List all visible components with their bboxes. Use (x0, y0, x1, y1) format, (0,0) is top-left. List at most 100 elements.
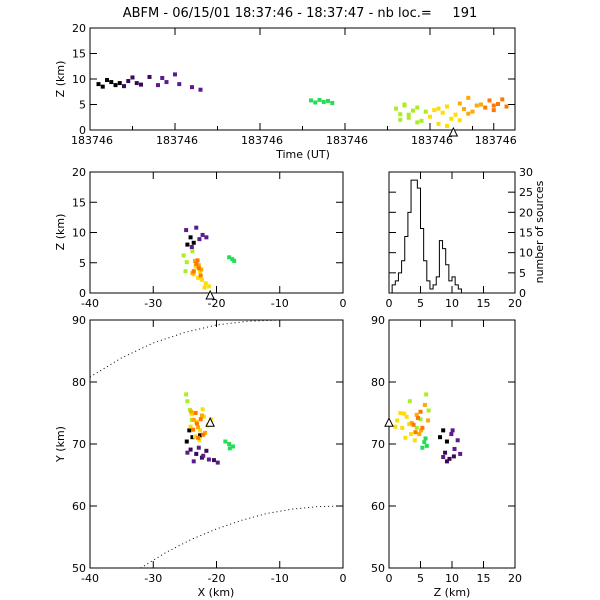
source-point (199, 413, 204, 418)
station-marker (448, 126, 459, 137)
x-tick-label: -10 (271, 572, 289, 585)
source-point (432, 108, 437, 113)
source-point (191, 459, 196, 464)
source-point (204, 235, 209, 240)
source-point (317, 97, 322, 102)
y-tick-label: 70 (72, 438, 86, 451)
source-point (419, 118, 424, 123)
source-point (313, 100, 318, 105)
source-point (452, 446, 457, 451)
source-point (147, 74, 152, 79)
source-point (188, 447, 193, 452)
source-point (173, 72, 177, 77)
time-height-ylabel: Z (km) (54, 61, 67, 98)
source-point (194, 261, 199, 266)
source-point (196, 445, 201, 450)
x-tick-label: 10 (445, 572, 459, 585)
y-tick-label: 5 (79, 257, 86, 270)
source-point (196, 425, 201, 430)
x-tick-label: 0 (386, 297, 393, 310)
source-point (415, 415, 420, 420)
source-point (198, 433, 203, 438)
source-point (232, 258, 237, 263)
y-tick-label: 25 (519, 186, 533, 199)
source-point (160, 75, 165, 80)
source-point (204, 448, 209, 453)
source-point (203, 281, 208, 286)
x-tick-label: 183746 (326, 134, 368, 147)
source-point (198, 417, 203, 422)
source-point (406, 112, 411, 117)
y-tick-label: 50 (371, 562, 385, 575)
x-tick-label: 5 (417, 572, 424, 585)
y-tick-label: 5 (79, 99, 86, 112)
y-tick-label: 50 (72, 562, 86, 575)
time-height-xlabel: Time (UT) (275, 148, 330, 161)
source-point (200, 407, 205, 412)
z-plan-panel: Z (km) 50 60 70 80 90 0 5 10 15 20 (371, 314, 522, 599)
y-tick-label: 90 (72, 314, 86, 327)
x-tick-label: -10 (271, 297, 289, 310)
source-point (197, 438, 202, 443)
histogram-step-line (389, 179, 515, 294)
y-tick-label: 80 (371, 376, 385, 389)
x-tick-label: -30 (144, 297, 162, 310)
x-tick-label: 0 (340, 572, 347, 585)
plan-view-xlabel: X (km) (198, 586, 235, 599)
source-point (227, 442, 232, 446)
station-marker (384, 417, 394, 427)
x-tick-label: -30 (144, 572, 162, 585)
source-point (191, 417, 196, 422)
source-point (455, 438, 460, 443)
source-point (444, 459, 449, 464)
source-point (227, 446, 232, 451)
source-point (309, 98, 313, 103)
y-tick-label: 10 (72, 73, 86, 86)
source-point (134, 81, 139, 86)
source-point (426, 408, 431, 413)
source-point (407, 399, 412, 404)
station-marker (205, 417, 215, 427)
source-point (197, 237, 202, 242)
x-tick-label: -20 (208, 572, 226, 585)
source-point (191, 269, 196, 274)
source-point (196, 435, 201, 440)
source-point (424, 443, 429, 448)
range-circle (89, 319, 343, 378)
x-tick-label: 15 (477, 297, 491, 310)
source-point (436, 106, 441, 111)
x-tick-label: 0 (386, 572, 393, 585)
source-point (479, 102, 483, 107)
source-point (177, 82, 182, 87)
source-point (189, 409, 194, 414)
source-point (184, 439, 189, 444)
source-point (117, 81, 122, 86)
y-tick-label: 0 (519, 287, 526, 300)
source-point (196, 275, 201, 280)
source-point (198, 87, 203, 92)
source-point (185, 399, 190, 404)
source-point (394, 106, 398, 111)
source-point (196, 263, 201, 268)
source-point (194, 451, 199, 456)
source-point (126, 79, 131, 84)
y-tick-label: 20 (519, 206, 533, 219)
source-point (411, 108, 415, 113)
source-point (198, 273, 203, 278)
source-point (105, 78, 109, 83)
y-tick-label: 5 (519, 267, 526, 280)
source-point (227, 255, 232, 260)
source-point (223, 439, 228, 444)
x-height-panel: Z (km) 0 5 10 15 20 -40 -30 -20 -10 0 (54, 166, 347, 310)
histogram-ylabel: number of sources (533, 180, 546, 283)
source-point (184, 228, 189, 233)
y-tick-label: 10 (72, 227, 86, 240)
source-point (441, 428, 446, 433)
source-point (188, 424, 193, 429)
source-point (189, 412, 194, 417)
source-point (187, 428, 192, 433)
source-point (393, 424, 398, 429)
x-tick-label: -20 (208, 297, 226, 310)
source-point (398, 411, 403, 415)
